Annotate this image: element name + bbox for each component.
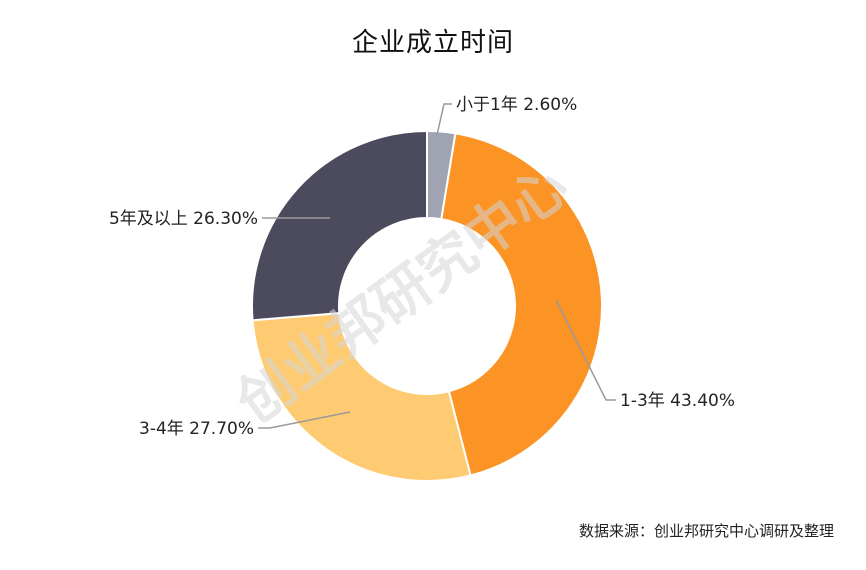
source-note: 数据来源：创业邦研究中心调研及整理 [578, 522, 834, 540]
leader-line-1 [555, 299, 616, 401]
data-label-1: 1-3年 43.40% [620, 391, 735, 411]
data-label-3: 5年及以上 26.30% [109, 209, 258, 229]
data-label-0: 小于1年 2.60% [456, 95, 577, 115]
slices-group [251, 129, 603, 482]
slice-2 [251, 312, 472, 482]
data-labels-group: 小于1年 2.60% 1-3年 43.40% 3-4年 27.70% 5年及以上 26… [109, 95, 735, 439]
chart-title: 企业成立时间 [351, 28, 514, 58]
data-label-2: 3-4年 27.70% [139, 419, 254, 439]
leader-lines-group [258, 103, 616, 429]
slice-3 [251, 129, 428, 322]
leader-line-2 [258, 411, 351, 429]
leader-line-0 [436, 103, 452, 136]
slice-1 [440, 132, 603, 477]
